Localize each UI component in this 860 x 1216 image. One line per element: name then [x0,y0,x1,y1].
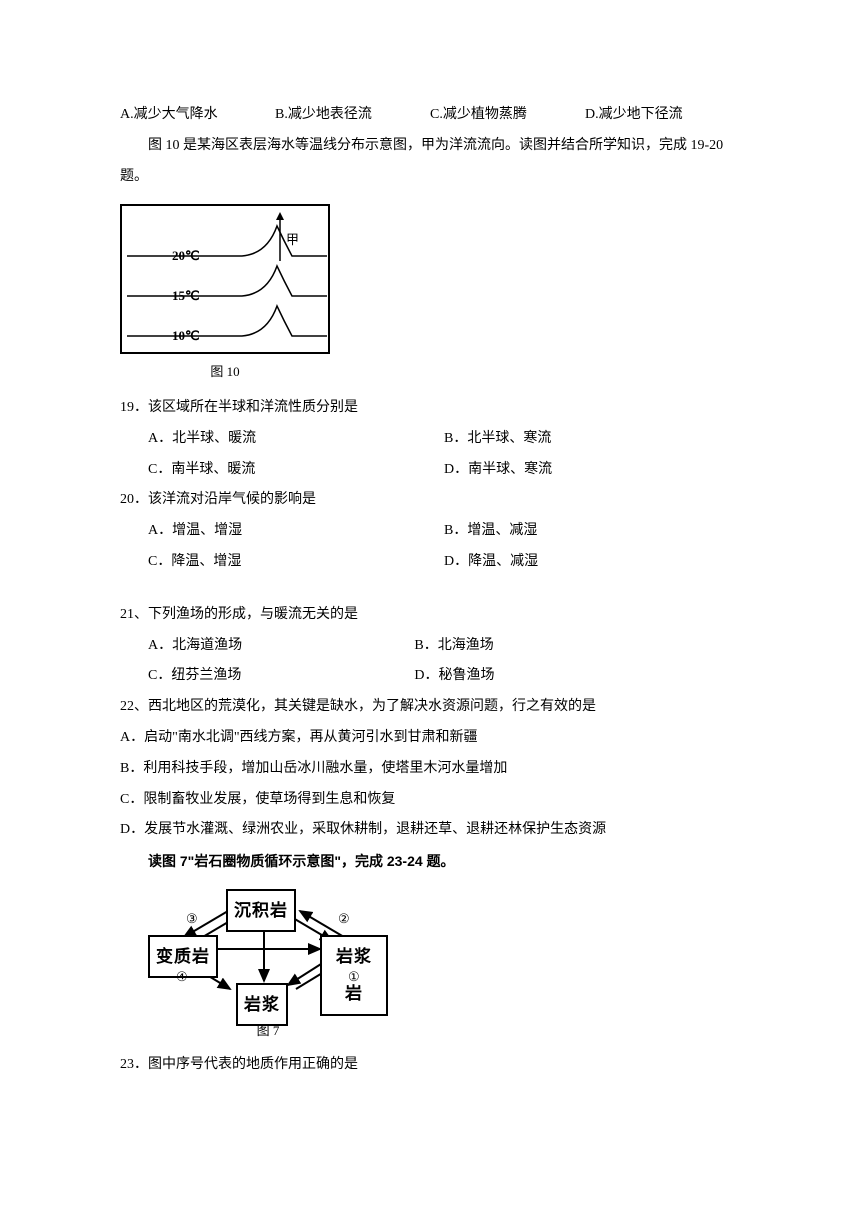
q19-a: A．北半球、暖流 [148,424,444,455]
q21-d: D．秘鲁渔场 [414,661,740,692]
temp-15: 15℃ [172,282,200,311]
jia-label: 甲 [286,226,299,255]
circle-3: ③ [186,905,198,934]
q19-b: B．北半球、寒流 [444,424,740,455]
prev-question-options: A.减少大气降水 B.减少地表径流 C.减少植物蒸腾 D.减少地下径流 [120,100,740,131]
opt-b: B.减少地表径流 [275,100,430,131]
q19-c: C．南半球、暖流 [148,455,444,486]
temp-20: 20℃ [172,242,200,271]
q19-d: D．南半球、寒流 [444,455,740,486]
q19-options: A．北半球、暖流 B．北半球、寒流 C．南半球、暖流 D．南半球、寒流 [120,424,740,486]
figure-10-box: 20℃ 15℃ 10℃ 甲 [120,204,330,354]
q22-d: D．发展节水灌溉、绿洲农业，采取休耕制，退耕还草、退耕还林保护生态资源 [120,815,740,846]
q22-c: C．限制畜牧业发展，使草场得到生息和恢复 [120,785,740,816]
temp-10: 10℃ [172,322,200,351]
q19-stem: 19．该区域所在半球和洋流性质分别是 [120,393,740,424]
q20-b: B．增温、减湿 [444,516,740,547]
figure-7-diagram: 沉积岩 变质岩 岩浆岩 岩浆 ① ② ③ ④ [148,887,388,1017]
intro-figure-10: 图 10 是某海区表层海水等温线分布示意图，甲为洋流流向。读图并结合所学知识，完… [120,131,740,193]
q20-stem: 20．该洋流对沿岸气候的影响是 [120,485,740,516]
intro-figure-7: 读图 7"岩石圈物质循环示意图"，完成 23-24 题。 [120,846,740,877]
q21-stem: 21、下列渔场的形成，与暖流无关的是 [120,600,740,631]
node-sedimentary: 沉积岩 [226,889,296,932]
circle-4: ④ [176,963,188,992]
opt-a: A.减少大气降水 [120,100,275,131]
q21-a: A．北海道渔场 [148,631,414,662]
q20-options: A．增温、增湿 B．增温、减湿 C．降温、增湿 D．降温、减湿 [120,516,740,578]
circle-1: ① [348,963,360,992]
q22-stem: 22、西北地区的荒漠化，其关键是缺水，为了解决水资源问题，行之有效的是 [120,692,740,723]
figure-10-caption: 图 10 [120,358,330,387]
q21-b: B．北海渔场 [414,631,740,662]
q20-c: C．降温、增湿 [148,547,444,578]
q22-b: B．利用科技手段，增加山岳冰川融水量，使塔里木河水量增加 [120,754,740,785]
figure-10: 20℃ 15℃ 10℃ 甲 图 10 [120,204,740,387]
q22-a: A．启动"南水北调"西线方案，再从黄河引水到甘肃和新疆 [120,723,740,754]
circle-2: ② [338,905,350,934]
node-magma: 岩浆 [236,983,288,1026]
figure-7: 沉积岩 变质岩 岩浆岩 岩浆 ① ② ③ ④ 图 7 [148,887,388,1046]
q23-stem: 23．图中序号代表的地质作用正确的是 [120,1050,740,1081]
q20-a: A．增温、增湿 [148,516,444,547]
q21-c: C．纽芬兰渔场 [148,661,414,692]
q20-d: D．降温、减湿 [444,547,740,578]
opt-d: D.减少地下径流 [585,100,740,131]
opt-c: C.减少植物蒸腾 [430,100,585,131]
q21-options: A．北海道渔场 B．北海渔场 C．纽芬兰渔场 D．秘鲁渔场 [120,631,740,693]
isotherm-svg [122,206,332,356]
